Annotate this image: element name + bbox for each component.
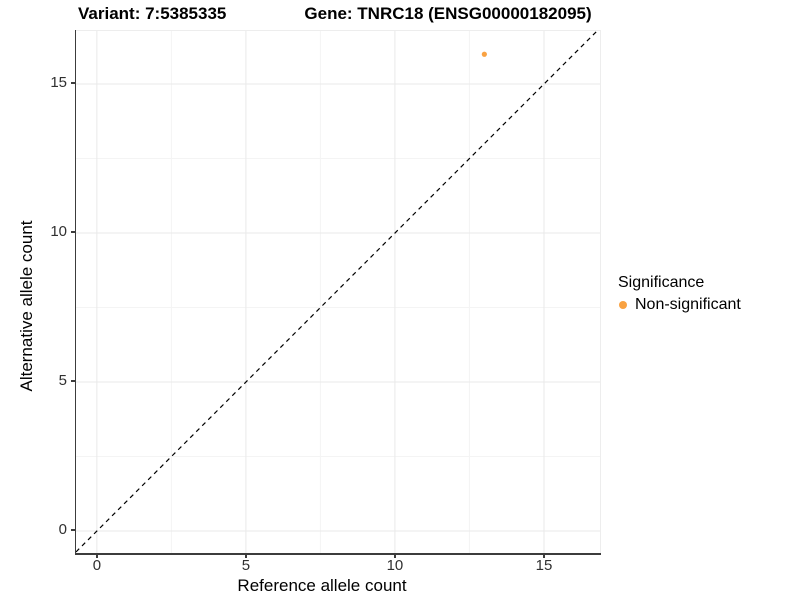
x-tick-label: 15 xyxy=(535,557,553,574)
y-tick-label: 15 xyxy=(50,74,67,92)
legend-item-label: Non-significant xyxy=(635,296,741,313)
y-tick-label: 10 xyxy=(50,223,67,241)
y-tick-mark xyxy=(70,231,75,233)
y-tick-label: 0 xyxy=(58,521,67,539)
x-tick-mark xyxy=(394,553,396,558)
y-tick-label: 5 xyxy=(58,372,67,390)
y-axis-line xyxy=(74,30,76,555)
x-tick-label: 5 xyxy=(241,557,251,574)
chart-canvas xyxy=(76,31,600,554)
x-tick-label: 0 xyxy=(92,557,102,574)
x-tick-mark xyxy=(245,553,247,558)
y-tick-mark xyxy=(70,380,75,382)
legend-title: Significance xyxy=(618,274,705,291)
x-tick-mark xyxy=(96,553,98,558)
plot-panel xyxy=(76,30,601,554)
legend-item: Non-significant xyxy=(617,296,741,314)
legend-point-icon xyxy=(619,301,627,309)
x-tick-label: 10 xyxy=(386,557,404,574)
plot-title-gene: Gene: TNRC18 (ENSG00000182095) xyxy=(304,4,592,23)
y-axis-title: Alternative allele count xyxy=(17,220,36,392)
y-tick-mark xyxy=(70,82,75,84)
x-tick-mark xyxy=(543,553,545,558)
x-axis-line xyxy=(74,553,601,555)
data-point xyxy=(481,51,487,57)
plot-title-row: Variant: 7:5385335 Gene: TNRC18 (ENSG000… xyxy=(78,4,592,24)
plot-title-variant: Variant: 7:5385335 xyxy=(78,4,227,23)
x-axis-title: Reference allele count xyxy=(237,576,407,595)
y-tick-mark xyxy=(70,529,75,531)
legend: Significance Non-significant xyxy=(617,273,741,314)
identity-dashed-line xyxy=(76,31,598,553)
